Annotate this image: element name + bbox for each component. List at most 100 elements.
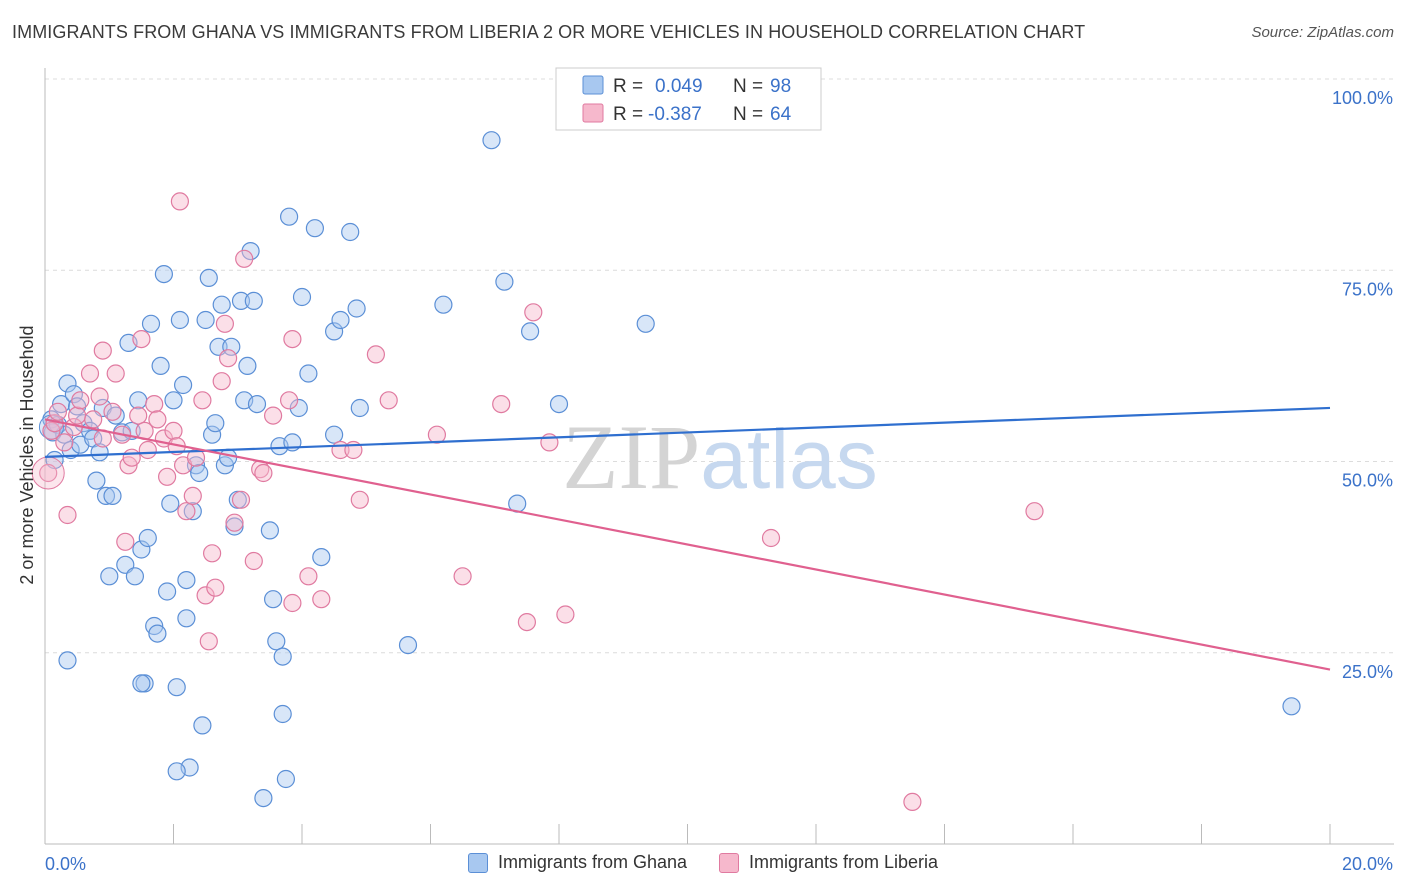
liberia-point [132,330,151,349]
liberia-point [379,391,398,410]
legend-swatch-liberia [719,852,739,873]
ghana-point [254,788,273,808]
liberia-point [84,410,103,429]
liberia-point [312,590,331,609]
liberia-point [90,387,109,406]
ghana-point [238,356,257,375]
ghana-point [158,582,177,601]
ghana-point [174,375,193,395]
liberia-point [903,792,922,812]
ghana-point [96,486,116,505]
y-tick-label: 75.0% [1342,279,1393,299]
watermark: ZIPatlas [562,406,877,508]
legend-n-label: N = [733,76,763,97]
legend-label-liberia: Immigrants from Liberia [749,852,939,872]
liberia-point [93,341,112,360]
ghana-point [225,517,244,536]
ghana-point [325,425,344,444]
liberia-point [231,490,251,509]
liberia-point [158,467,177,486]
liberia-point [193,391,212,410]
ghana-point [305,219,324,238]
liberia-point [280,391,299,410]
liberia-point [106,364,125,383]
ghana-point [170,310,189,330]
liberia-point [244,551,263,571]
x-tick-label: 20.0% [1342,854,1393,874]
ghana-point [61,440,80,460]
ghana-point [141,314,161,333]
ghana-point [206,414,225,433]
liberia-point [67,406,87,425]
ghana-point [398,635,418,655]
liberia-point [122,448,141,467]
ghana-point [267,632,286,651]
legend-swatch-liberia [582,103,604,123]
ghana-point [138,528,157,548]
liberia-point [366,345,385,364]
ghana-points [38,131,1301,808]
liberia-point [556,605,575,624]
series-legend: Immigrants from Ghana Immigrants from Li… [0,852,1406,873]
legend-label-ghana: Immigrants from Ghana [497,852,687,872]
ghana-point [199,268,218,287]
liberia-point [148,410,167,429]
liberia-point [71,391,90,410]
liberia-point [206,578,225,597]
ghana-point [103,486,122,505]
ghana-point [177,609,196,628]
legend-swatch-ghana [467,852,488,873]
liberia-point [58,505,77,525]
ghana-point [193,716,212,735]
liberia-point [31,456,65,490]
legend-item-ghana[interactable]: Immigrants from Ghana [467,852,687,873]
legend-r-value-liberia: -0.387 [648,104,702,125]
ghana-point [289,398,308,418]
chart-title: IMMIGRANTS FROM GHANA VS IMMIGRANTS FROM… [12,22,1086,42]
ghana-point [331,310,350,330]
y-tick-label: 50.0% [1342,471,1393,491]
x-tick-label: 0.0% [45,854,86,874]
liberia-point [129,406,148,425]
ghana-point [434,295,453,314]
ghana-point [132,540,151,559]
ghana-point [183,502,202,521]
ghana-point [549,395,569,414]
ghana-point [203,425,222,444]
ghana-point [1282,697,1301,716]
legend-r-label: R = [613,104,643,125]
legend-item-liberia[interactable]: Immigrants from Liberia [719,852,938,873]
liberia-point [138,440,157,460]
chart-source: Source: ZipAtlas.com [1251,24,1394,41]
ghana-point [177,570,196,590]
liberia-point [1025,502,1044,521]
ghana-point [273,647,292,666]
ghana-point [520,322,540,341]
ghana-point [247,395,267,414]
ghana-point [636,314,655,333]
liberia-point [183,486,202,505]
trend-lines [44,406,1331,671]
ghana-point [280,207,299,226]
ghana-point [196,310,215,330]
y-tick-labels: 25.0% 50.0% 75.0% 100.0% [1332,88,1393,682]
liberia-point [145,395,164,414]
liberia-point [517,612,537,632]
ghana-point [161,494,180,513]
liberia-point [254,463,273,483]
ghana-point [58,651,77,670]
liberia-point [524,303,543,322]
ghana-point [164,391,183,410]
liberia-point [103,402,122,421]
liberia-point [203,544,222,563]
ghana-point [264,590,283,609]
y-tick-label: 25.0% [1342,662,1393,682]
ghana-point [132,674,151,693]
ghana-point [495,272,514,291]
liberia-point [225,513,244,532]
correlation-legend: R = 0.049 N = 98 R = -0.387 N = 64 [555,67,822,131]
ghana-point [190,463,209,483]
legend-swatch-ghana [582,75,604,95]
liberia-point [196,586,215,605]
